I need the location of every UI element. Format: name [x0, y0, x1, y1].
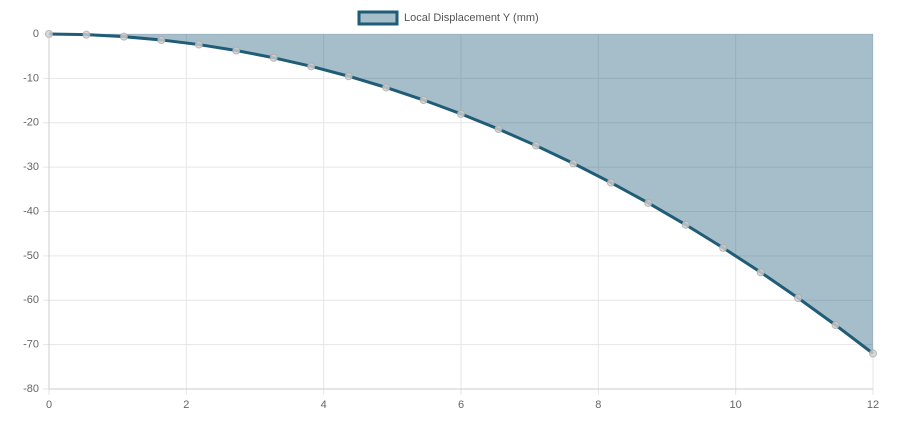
x-tick-label: 10: [730, 399, 742, 411]
point: [269, 53, 278, 62]
x-tick-label: 2: [183, 399, 189, 411]
y-tick-label: -60: [23, 294, 39, 306]
point: [531, 141, 540, 150]
point: [344, 72, 353, 81]
point: [569, 159, 578, 168]
point: [681, 220, 690, 229]
y-tick-label: -20: [23, 117, 39, 129]
area-fill: [49, 34, 873, 354]
point: [719, 243, 728, 252]
y-tick-label: 0: [33, 28, 39, 40]
legend-swatch: [357, 10, 399, 26]
point: [794, 294, 803, 303]
point: [382, 83, 391, 92]
x-tick-label: 8: [595, 399, 601, 411]
point: [194, 40, 203, 49]
point: [119, 32, 128, 41]
point: [831, 321, 840, 330]
point: [869, 349, 877, 358]
x-tick-label: 12: [867, 399, 879, 411]
x-tick-label: 4: [321, 399, 327, 411]
y-tick-label: -30: [23, 161, 39, 173]
y-tick-label: -70: [23, 339, 39, 351]
y-tick-label: -40: [23, 205, 39, 217]
point: [644, 198, 653, 207]
y-tick-label: -80: [23, 383, 39, 395]
point: [419, 96, 428, 105]
point: [606, 178, 615, 187]
legend-label: Local Displacement Y (mm): [404, 12, 539, 24]
point: [82, 30, 91, 39]
y-tick-label: -10: [23, 72, 39, 84]
y-tick-label: -50: [23, 250, 39, 262]
point: [756, 268, 765, 277]
point: [157, 35, 166, 44]
point: [494, 125, 503, 134]
point: [457, 109, 465, 118]
x-tick-label: 0: [46, 399, 52, 411]
point: [307, 62, 316, 71]
point: [232, 46, 241, 55]
x-tick-label: 6: [458, 399, 464, 411]
